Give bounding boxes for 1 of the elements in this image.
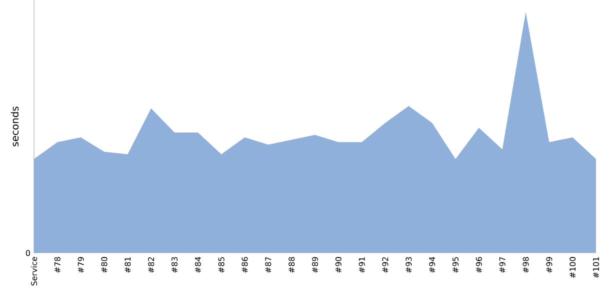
y-axis-title: seconds — [10, 106, 19, 146]
